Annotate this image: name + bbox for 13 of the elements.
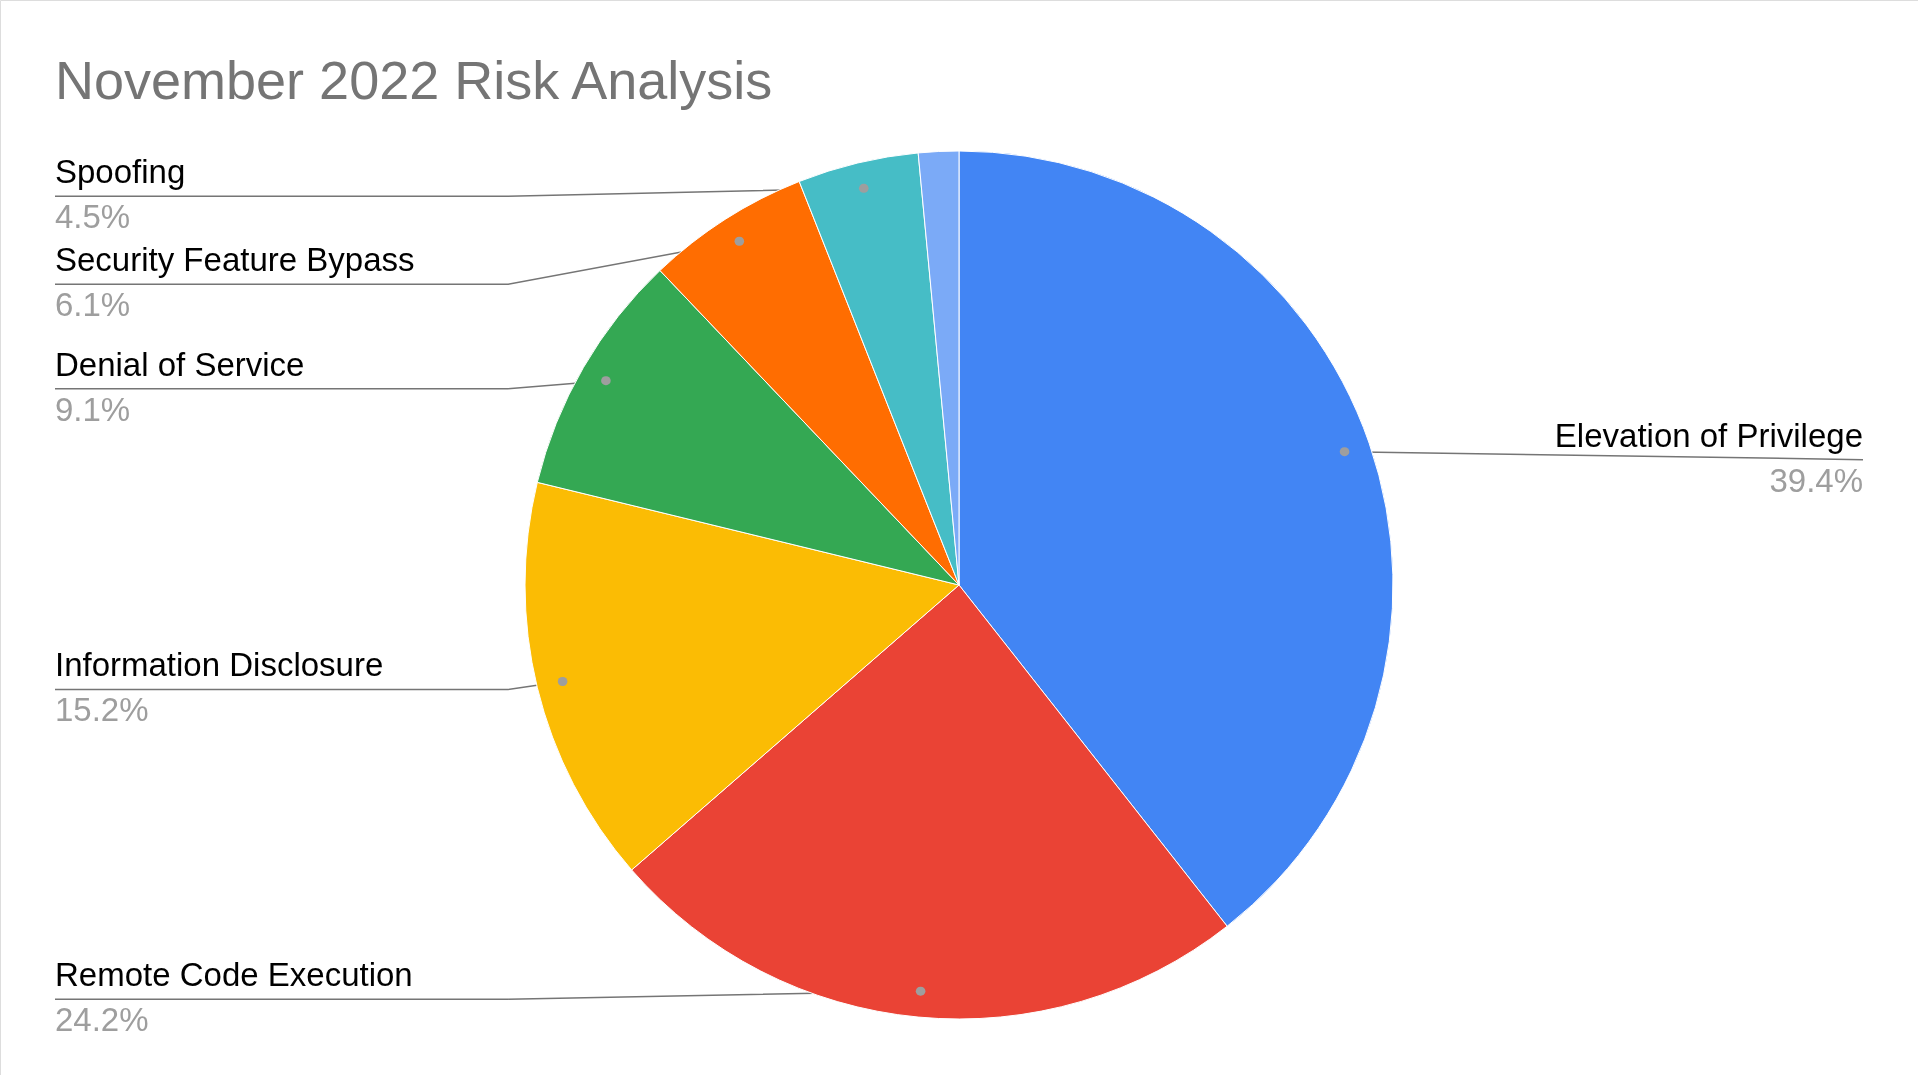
slice-label: Remote Code Execution bbox=[55, 956, 413, 994]
slice-label: Spoofing bbox=[55, 153, 186, 191]
slice-label: Information Disclosure bbox=[55, 646, 384, 684]
slice-label: Security Feature Bypass bbox=[55, 241, 415, 279]
slice-label: Elevation of Privilege bbox=[1554, 416, 1863, 454]
data-label: 6.1% bbox=[55, 286, 131, 324]
slice-label: Denial of Service bbox=[55, 345, 305, 383]
data-label: 9.1% bbox=[55, 390, 131, 428]
data-label: 4.5% bbox=[55, 198, 131, 236]
data-label: 39.4% bbox=[1769, 461, 1863, 499]
chart-title: November 2022 Risk Analysis bbox=[55, 50, 773, 110]
data-label: 24.2% bbox=[55, 1001, 149, 1039]
data-label: 15.2% bbox=[55, 691, 149, 729]
